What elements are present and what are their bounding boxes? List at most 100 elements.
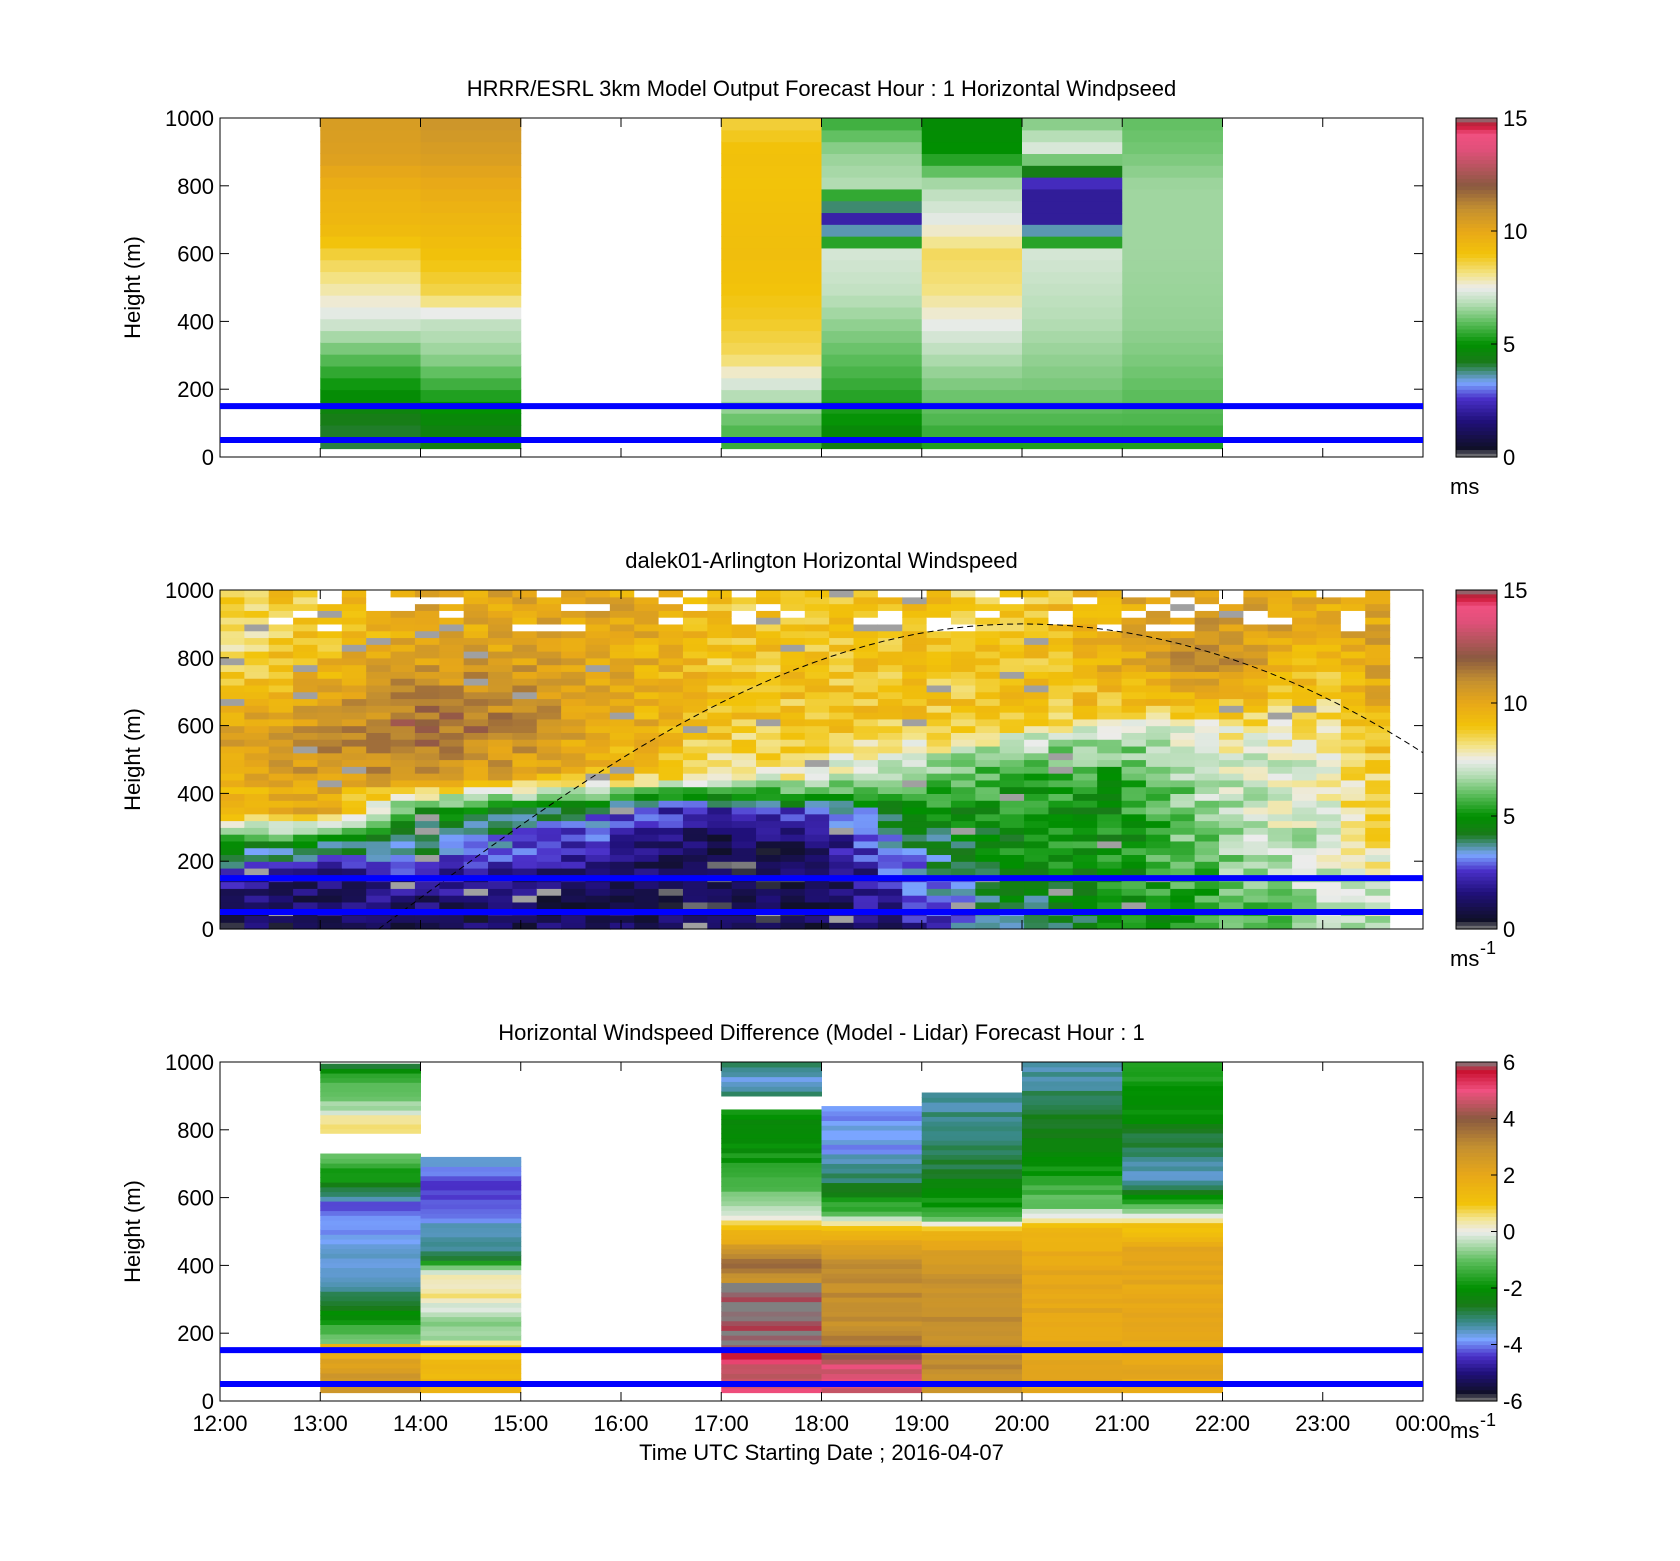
heatmap-cell bbox=[921, 129, 1023, 143]
heatmap-cell bbox=[1024, 678, 1050, 686]
heatmap-cell bbox=[902, 745, 928, 754]
heatmap-cell bbox=[829, 773, 855, 781]
heatmap-cell bbox=[1365, 590, 1391, 598]
heatmap-cell bbox=[853, 813, 879, 822]
heatmap-cell bbox=[463, 766, 489, 774]
heatmap-cell bbox=[1048, 610, 1074, 618]
heatmap-cell bbox=[1316, 657, 1342, 666]
colorbar-swatch bbox=[1456, 684, 1497, 689]
heatmap-cell bbox=[921, 389, 1023, 402]
heatmap-cell bbox=[317, 617, 343, 625]
heatmap-cell bbox=[390, 895, 416, 903]
heatmap-cell bbox=[320, 389, 421, 402]
heatmap-cell bbox=[853, 888, 879, 896]
heatmap-cell bbox=[1097, 684, 1123, 693]
heatmap-cell bbox=[1048, 637, 1074, 645]
colorbar-swatch bbox=[1456, 687, 1497, 693]
heatmap-cell bbox=[829, 827, 855, 835]
heatmap-cell bbox=[1170, 766, 1196, 774]
heatmap-cell bbox=[877, 800, 903, 808]
heatmap-cell bbox=[1122, 295, 1223, 308]
heatmap-cell bbox=[320, 1219, 421, 1226]
heatmap-cell bbox=[902, 603, 928, 611]
heatmap-cell bbox=[1316, 637, 1342, 645]
heatmap-cell bbox=[1122, 1090, 1223, 1096]
heatmap-cell bbox=[1292, 617, 1318, 625]
heatmap-cell bbox=[1048, 793, 1074, 801]
heatmap-cell bbox=[439, 895, 465, 903]
heatmap-cell bbox=[1145, 827, 1171, 835]
heatmap-cell bbox=[439, 671, 465, 679]
heatmap-cell bbox=[821, 271, 923, 284]
heatmap-cell bbox=[1024, 922, 1050, 930]
heatmap-cell bbox=[950, 637, 976, 645]
heatmap-cell bbox=[317, 820, 343, 828]
heatmap-cell bbox=[244, 671, 270, 679]
heatmap-cell bbox=[317, 671, 343, 679]
heatmap-cell bbox=[1048, 725, 1074, 733]
heatmap-cell bbox=[721, 129, 822, 143]
heatmap-cell bbox=[707, 664, 733, 672]
heatmap-cell bbox=[488, 820, 513, 828]
heatmap-cell bbox=[1022, 118, 1123, 131]
heatmap-cell bbox=[536, 590, 562, 598]
heatmap-cell bbox=[609, 617, 635, 625]
heatmap-cell bbox=[634, 671, 660, 679]
heatmap-cell bbox=[1048, 881, 1074, 889]
heatmap-cell bbox=[414, 779, 440, 788]
heatmap-cell bbox=[293, 840, 319, 849]
heatmap-cell bbox=[1267, 895, 1293, 903]
heatmap-cell bbox=[268, 617, 294, 625]
heatmap-cell bbox=[731, 901, 757, 910]
heatmap-cell bbox=[731, 603, 757, 611]
heatmap-cell bbox=[821, 1172, 923, 1179]
heatmap-cell bbox=[853, 657, 879, 666]
colorbar-swatch bbox=[1456, 714, 1497, 719]
heatmap-cell bbox=[780, 698, 806, 706]
heatmap-cell bbox=[829, 705, 855, 713]
colorbar-swatch bbox=[1456, 215, 1497, 221]
heatmap-cell bbox=[536, 712, 562, 720]
heatmap-cell bbox=[902, 732, 928, 740]
heatmap-cell bbox=[341, 718, 367, 727]
colorbar-swatch bbox=[1456, 590, 1497, 595]
heatmap-cell bbox=[926, 881, 952, 889]
heatmap-cell bbox=[414, 657, 440, 666]
heatmap-cell bbox=[414, 678, 440, 686]
heatmap-cell bbox=[682, 745, 708, 754]
heatmap-cell bbox=[536, 596, 562, 605]
heatmap-cell bbox=[1024, 712, 1050, 720]
heatmap-cell bbox=[821, 1354, 923, 1360]
heatmap-cell bbox=[1316, 725, 1342, 733]
heatmap-cell bbox=[320, 1387, 421, 1394]
heatmap-cell bbox=[853, 596, 879, 605]
colorbar-swatch bbox=[1456, 253, 1497, 258]
heatmap-cell bbox=[1024, 610, 1050, 618]
colorbar-swatch bbox=[1456, 279, 1497, 285]
heatmap-cell bbox=[1243, 806, 1269, 815]
colorbar-swatch bbox=[1456, 1367, 1497, 1372]
heatmap-cell bbox=[658, 596, 684, 605]
heatmap-cell bbox=[488, 834, 513, 842]
heatmap-cell bbox=[390, 630, 416, 639]
colorbar-swatch bbox=[1456, 1370, 1497, 1376]
heatmap-cell bbox=[1292, 630, 1318, 639]
heatmap-cell bbox=[439, 691, 465, 700]
heatmap-cell bbox=[821, 283, 923, 296]
heatmap-cell bbox=[366, 840, 392, 849]
heatmap-cell bbox=[1122, 1312, 1223, 1318]
heatmap-cell bbox=[1022, 1321, 1123, 1328]
heatmap-cell bbox=[320, 259, 421, 273]
heatmap-cell bbox=[320, 1086, 421, 1093]
colorbar-swatch bbox=[1456, 306, 1497, 311]
heatmap-cell bbox=[926, 596, 952, 605]
colorbar-swatch bbox=[1456, 291, 1497, 296]
heatmap-cell bbox=[1024, 637, 1050, 645]
heatmap-cell bbox=[390, 861, 416, 869]
heatmap-cell bbox=[1170, 745, 1196, 754]
heatmap-cell bbox=[999, 705, 1025, 713]
heatmap-cell bbox=[1267, 901, 1293, 910]
heatmap-cell bbox=[721, 1171, 822, 1178]
heatmap-cell bbox=[1243, 820, 1269, 828]
heatmap-cell bbox=[877, 630, 903, 639]
